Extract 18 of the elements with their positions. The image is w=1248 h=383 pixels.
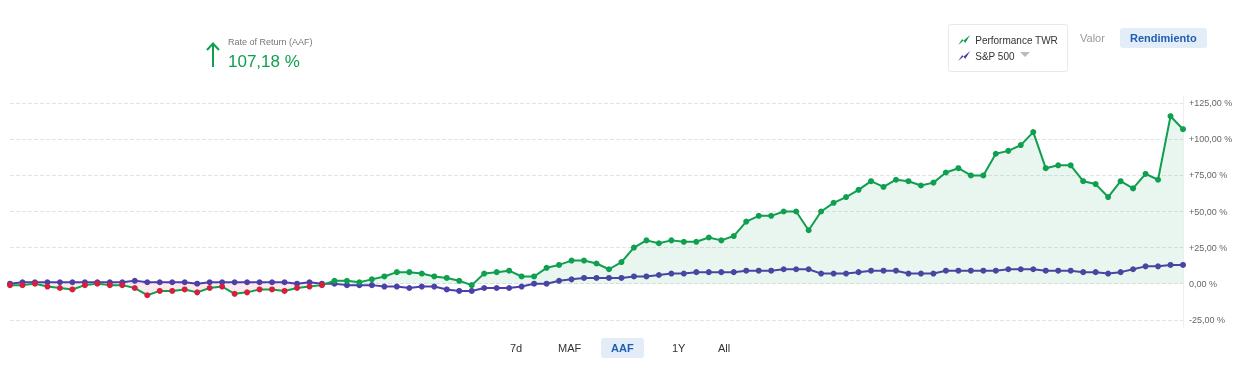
legend-label: S&P 500 xyxy=(975,50,1015,62)
y-tick-label: -25,00 % xyxy=(1189,314,1226,325)
text: Rate of Return (AAF) xyxy=(228,37,313,47)
legend-label: Performance TWR xyxy=(975,34,1058,46)
y-tick-label: 0,00 % xyxy=(1189,278,1218,289)
text: 7d xyxy=(509,341,524,356)
y-tick-label: +50,00 % xyxy=(1189,206,1228,217)
y-tick-label: +25,00 % xyxy=(1189,242,1228,253)
text: 1Y xyxy=(671,341,687,356)
y-tick-label: +100,00 % xyxy=(1189,134,1233,145)
text: All xyxy=(717,341,732,356)
text: 107,18 % xyxy=(228,52,300,72)
text: AAF xyxy=(601,338,644,358)
text: Rendimiento xyxy=(1120,28,1207,48)
y-tick-label: +75,00 % xyxy=(1189,170,1228,181)
text: Valor xyxy=(1079,31,1106,46)
y-tick-label: +125,00 % xyxy=(1189,98,1233,109)
text: MAF xyxy=(557,341,583,356)
